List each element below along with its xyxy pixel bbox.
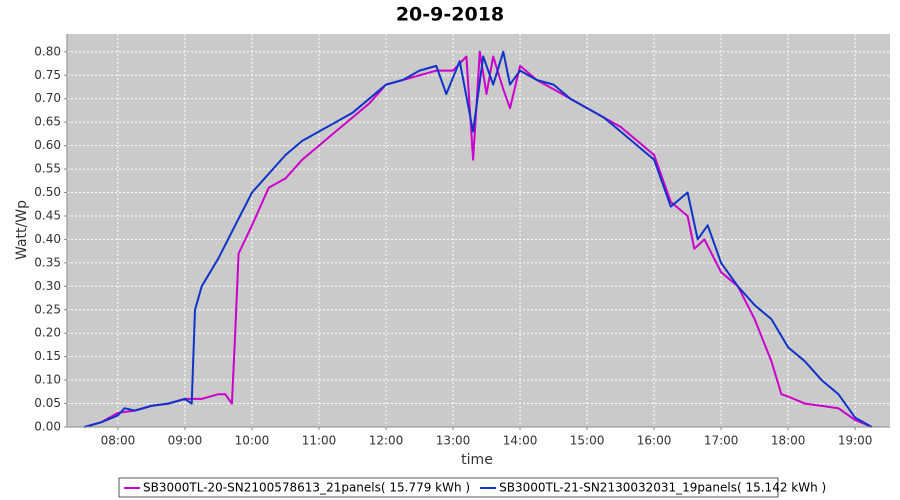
y-tick-label: 0.15	[34, 349, 61, 363]
y-tick-label: 0.25	[34, 302, 61, 316]
y-tick-label: 0.10	[34, 373, 61, 387]
legend-label: SB3000TL-21-SN2130032031_19panels( 15.14…	[499, 481, 826, 495]
x-tick-label: 16:00	[637, 434, 672, 448]
x-tick-label: 11:00	[302, 434, 337, 448]
x-axis-label: time	[461, 452, 493, 468]
x-tick-label: 14:00	[503, 434, 538, 448]
legend-label: SB3000TL-20-SN2100578613_21panels( 15.77…	[143, 481, 470, 495]
y-tick-label: 0.45	[34, 208, 61, 222]
y-tick-label: 0.35	[34, 255, 61, 269]
x-tick-label: 18:00	[771, 434, 806, 448]
series-line	[84, 50, 873, 428]
y-tick-label: 0.50	[34, 185, 61, 199]
y-tick-label: 0.20	[34, 326, 61, 340]
x-tick-label: 09:00	[168, 434, 203, 448]
plot-area	[67, 34, 890, 427]
lines	[84, 50, 873, 428]
series-line	[84, 50, 873, 428]
grid	[67, 34, 890, 428]
x-tick-label: 13:00	[436, 434, 471, 448]
y-tick-label: 0.60	[34, 138, 61, 152]
y-axis-label: Watt/Wp	[14, 200, 30, 260]
x-tick-label: 17:00	[704, 434, 739, 448]
axes: 0.00 0.05 0.10 0.15 0.20 0.25 0.30 0.35 0.40 0.45…	[34, 34, 890, 448]
y-tick-label: 0.40	[34, 232, 61, 246]
legend-items: SB3000TL-20-SN2100578613_21panels( 15.77…	[124, 481, 826, 495]
x-tick-label: 15:00	[570, 434, 605, 448]
y-tick-label: 0.55	[34, 162, 61, 176]
y-tick-label: 0.75	[34, 68, 61, 82]
x-tick-label: 12:00	[369, 434, 404, 448]
y-tick-label: 0.80	[34, 44, 61, 58]
y-tick-label: 0.65	[34, 115, 61, 129]
chart-title: 20-9-2018	[396, 4, 504, 26]
y-tick-label: 0.00	[34, 420, 61, 434]
y-tick-label: 0.70	[34, 91, 61, 105]
y-tick-label: 0.30	[34, 279, 61, 293]
legend	[118, 477, 779, 498]
y-tick-label: 0.05	[34, 396, 61, 410]
x-tick-label: 10:00	[235, 434, 270, 448]
x-tick-label: 19:00	[838, 434, 873, 448]
x-tick-label: 08:00	[101, 434, 136, 448]
